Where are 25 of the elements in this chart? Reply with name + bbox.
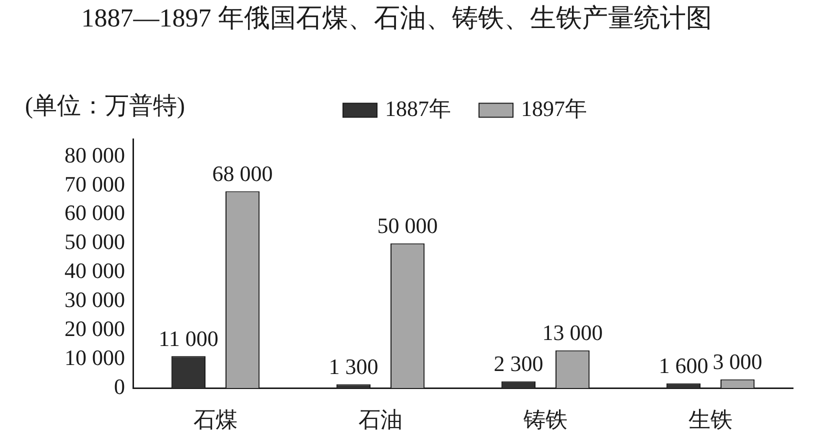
data-label: 68 000 (212, 161, 273, 186)
data-label: 13 000 (542, 320, 603, 346)
x-tick-label: 石油 (358, 406, 402, 432)
x-tick-label: 石煤 (194, 406, 238, 432)
y-tick-label: 40 000 (64, 258, 125, 284)
data-label: 11 000 (158, 326, 218, 351)
data-label: 3 000 (712, 349, 762, 374)
x-tick-label: 铸铁 (522, 406, 568, 432)
x-tick-label: 生铁 (688, 406, 732, 432)
data-label: 50 000 (377, 213, 438, 238)
y-tick-label: 0 (114, 374, 125, 399)
data-label: 1 300 (328, 354, 378, 380)
legend-label: 1887年 (385, 96, 451, 121)
y-tick-label: 80 000 (64, 142, 125, 168)
y-axis-title: (单位：万普特) (25, 92, 185, 120)
y-tick-label: 50 000 (64, 229, 125, 254)
legend-label: 1897年 (521, 96, 587, 121)
y-tick-label: 10 000 (64, 344, 125, 370)
data-label: 1 600 (658, 353, 708, 378)
y-tick-label: 20 000 (64, 316, 125, 341)
y-tick-label: 30 000 (64, 286, 125, 312)
y-tick-label: 60 000 (64, 200, 125, 226)
data-label: 2 300 (494, 351, 544, 376)
chart-title: 1887—1897 年俄国石煤、石油、铸铁、生铁产量统计图 (81, 3, 712, 32)
y-tick-label: 70 000 (64, 171, 125, 196)
